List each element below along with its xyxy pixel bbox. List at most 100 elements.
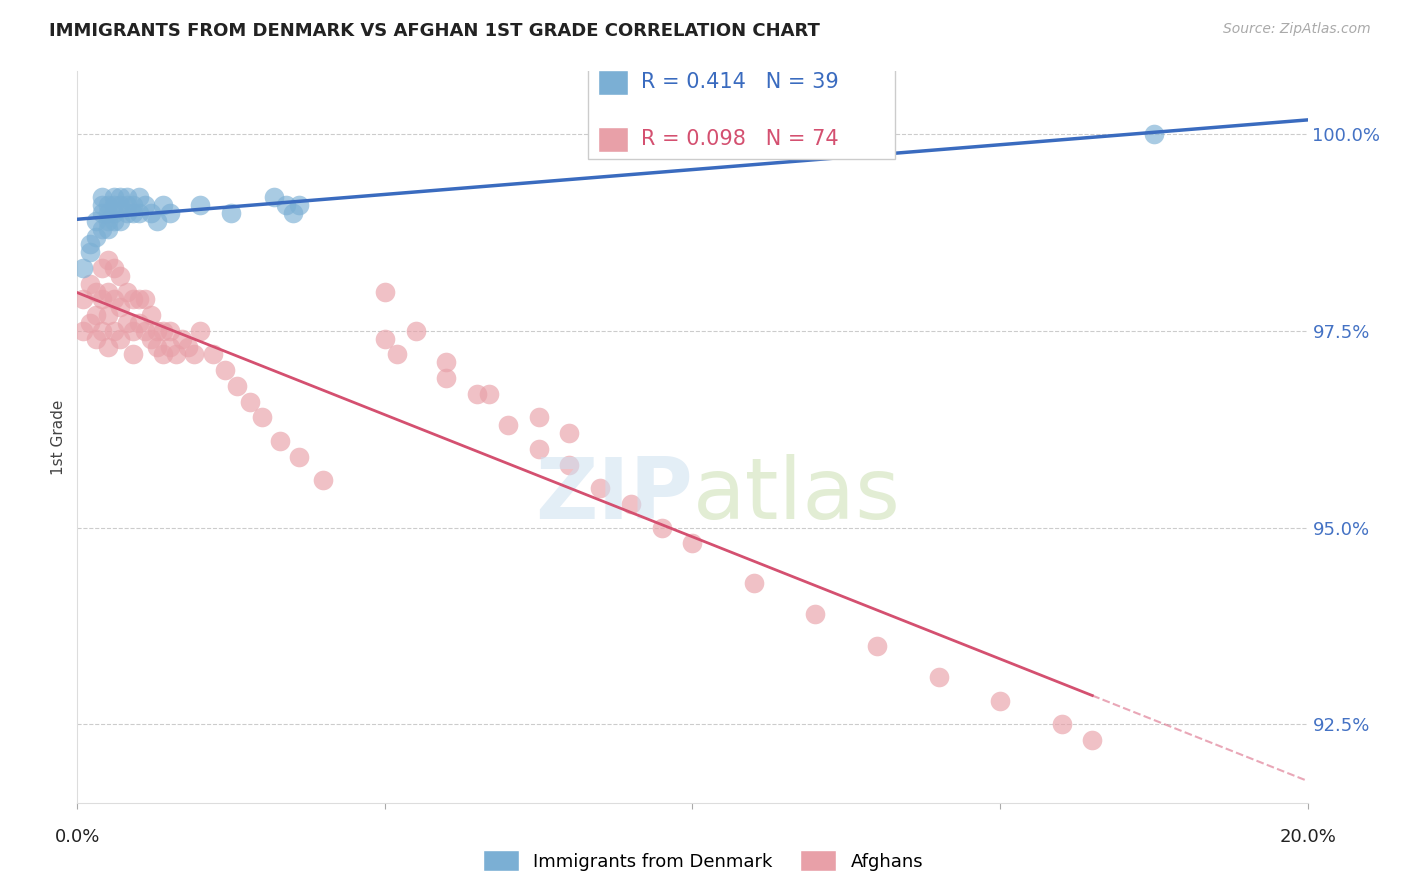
- Point: [159, 340, 181, 354]
- Point: [152, 347, 174, 361]
- Point: [128, 316, 150, 330]
- Point: [79, 316, 101, 330]
- Point: [146, 214, 169, 228]
- Point: [742, 575, 765, 590]
- Point: [134, 324, 156, 338]
- Text: 0.0%: 0.0%: [55, 829, 100, 847]
- Point: [97, 308, 120, 322]
- Text: 20.0%: 20.0%: [1279, 829, 1336, 847]
- Point: [188, 324, 212, 338]
- Point: [110, 190, 132, 204]
- Point: [72, 260, 94, 275]
- Point: [201, 347, 224, 361]
- Point: [97, 214, 120, 228]
- Point: [527, 410, 550, 425]
- Point: [385, 347, 409, 361]
- Point: [90, 198, 114, 212]
- Point: [1081, 732, 1104, 747]
- Point: [465, 387, 488, 401]
- Point: [84, 308, 107, 322]
- Point: [110, 268, 132, 283]
- Point: [97, 221, 120, 235]
- Point: [121, 347, 143, 361]
- Point: [276, 198, 298, 212]
- Point: [269, 434, 291, 448]
- Point: [115, 285, 138, 299]
- Point: [146, 340, 169, 354]
- Point: [72, 293, 94, 307]
- Point: [121, 293, 143, 307]
- Point: [281, 206, 304, 220]
- Point: [110, 332, 132, 346]
- Point: [103, 214, 125, 228]
- Point: [146, 324, 169, 338]
- Point: [250, 410, 273, 425]
- Point: [90, 324, 114, 338]
- Point: [90, 221, 114, 235]
- Point: [312, 473, 335, 487]
- Point: [405, 324, 427, 338]
- Point: [103, 206, 125, 220]
- Point: [288, 450, 311, 464]
- Point: [1143, 128, 1166, 142]
- Point: [589, 481, 612, 495]
- Point: [115, 316, 138, 330]
- Text: Source: ZipAtlas.com: Source: ZipAtlas.com: [1223, 22, 1371, 37]
- Point: [558, 426, 581, 441]
- Point: [134, 198, 156, 212]
- Text: R = 0.098   N = 74: R = 0.098 N = 74: [641, 129, 838, 149]
- Point: [90, 260, 114, 275]
- Point: [1050, 717, 1073, 731]
- Point: [219, 206, 242, 220]
- Point: [177, 340, 200, 354]
- Point: [103, 198, 125, 212]
- Point: [121, 206, 143, 220]
- Point: [97, 285, 120, 299]
- Point: [152, 324, 174, 338]
- Point: [263, 190, 285, 204]
- Point: [84, 229, 107, 244]
- Text: atlas: atlas: [693, 454, 900, 537]
- Point: [103, 324, 125, 338]
- Point: [134, 293, 156, 307]
- Point: [928, 670, 950, 684]
- Point: [103, 293, 125, 307]
- Point: [79, 245, 101, 260]
- Point: [226, 379, 249, 393]
- Point: [141, 308, 163, 322]
- Point: [90, 190, 114, 204]
- Point: [159, 206, 181, 220]
- Point: [121, 324, 143, 338]
- Point: [103, 260, 125, 275]
- Point: [97, 198, 120, 212]
- Text: ZIP: ZIP: [534, 454, 693, 537]
- Text: IMMIGRANTS FROM DENMARK VS AFGHAN 1ST GRADE CORRELATION CHART: IMMIGRANTS FROM DENMARK VS AFGHAN 1ST GR…: [49, 22, 820, 40]
- Point: [128, 206, 150, 220]
- Point: [115, 198, 138, 212]
- Point: [115, 206, 138, 220]
- Point: [115, 190, 138, 204]
- Point: [682, 536, 704, 550]
- Point: [804, 607, 827, 621]
- Bar: [598, 127, 628, 152]
- Point: [141, 332, 163, 346]
- Point: [866, 639, 889, 653]
- Point: [84, 214, 107, 228]
- Point: [214, 363, 236, 377]
- Point: [159, 324, 181, 338]
- Point: [165, 347, 187, 361]
- Point: [97, 206, 120, 220]
- Point: [478, 387, 501, 401]
- Point: [239, 394, 262, 409]
- Point: [170, 332, 193, 346]
- Point: [288, 198, 311, 212]
- Point: [97, 253, 120, 268]
- Point: [79, 277, 101, 291]
- Bar: [598, 70, 628, 95]
- Point: [84, 332, 107, 346]
- Point: [651, 520, 673, 534]
- Point: [558, 458, 581, 472]
- Point: [374, 285, 396, 299]
- Point: [436, 355, 458, 369]
- Point: [110, 198, 132, 212]
